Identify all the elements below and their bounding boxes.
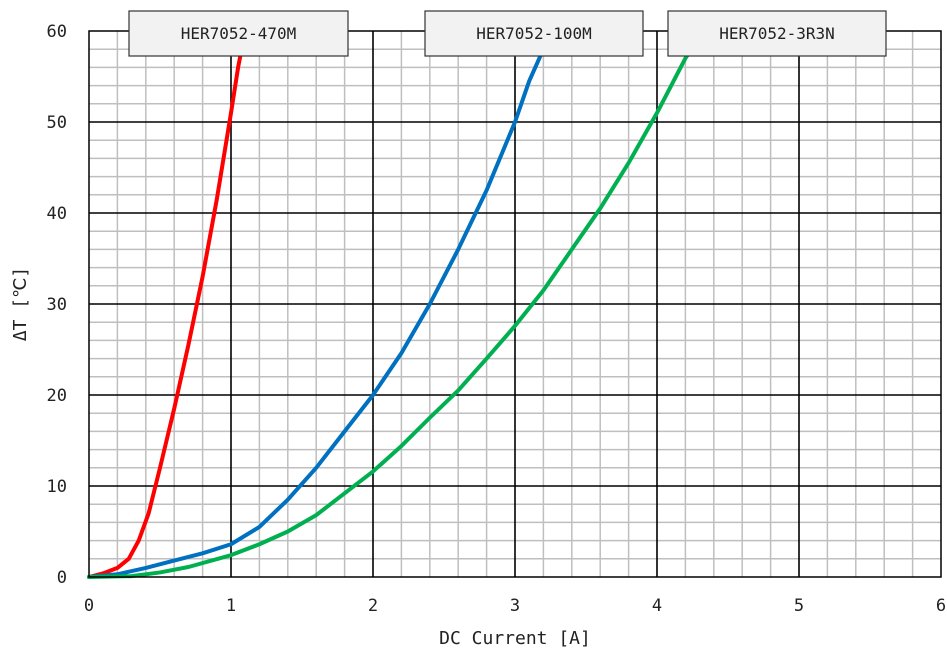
y-tick-label: 40 xyxy=(47,204,67,224)
legend-label-3: HER7052-3R3N xyxy=(719,24,835,43)
legend-box-3 xyxy=(667,10,887,57)
legend-label-2: HER7052-100M xyxy=(476,24,592,43)
x-tick-label: 1 xyxy=(226,596,236,616)
y-tick-labels: 0 10 20 30 40 50 60 xyxy=(47,22,67,588)
y-axis-title: ΔT [℃] xyxy=(10,267,31,341)
x-tick-label: 4 xyxy=(652,596,662,616)
y-tick-label: 20 xyxy=(47,386,67,406)
y-tick-label: 60 xyxy=(47,22,67,42)
series-line-2 xyxy=(87,29,552,579)
x-tick-label: 6 xyxy=(936,596,946,616)
y-tick-label: 0 xyxy=(57,568,67,588)
legend: HER7052-470M HER7052-100M HER7052-3R3N xyxy=(128,10,887,57)
major-grid xyxy=(89,31,941,577)
legend-label-1: HER7052-470M xyxy=(181,24,297,43)
x-tick-labels: 0 1 2 3 4 5 6 xyxy=(84,596,946,616)
x-tick-label: 2 xyxy=(368,596,378,616)
series-line-1 xyxy=(87,29,248,579)
legend-box-1 xyxy=(128,10,349,57)
x-tick-label: 3 xyxy=(510,596,520,616)
x-tick-label: 5 xyxy=(794,596,804,616)
y-tick-label: 10 xyxy=(47,477,67,497)
y-tick-label: 30 xyxy=(47,295,67,315)
series-line-3 xyxy=(87,29,706,579)
x-tick-label: 0 xyxy=(84,596,94,616)
y-tick-label: 50 xyxy=(47,113,67,133)
x-axis-title: DC Current [A] xyxy=(439,628,591,649)
series-layer xyxy=(87,29,706,579)
legend-box-2 xyxy=(424,10,644,57)
